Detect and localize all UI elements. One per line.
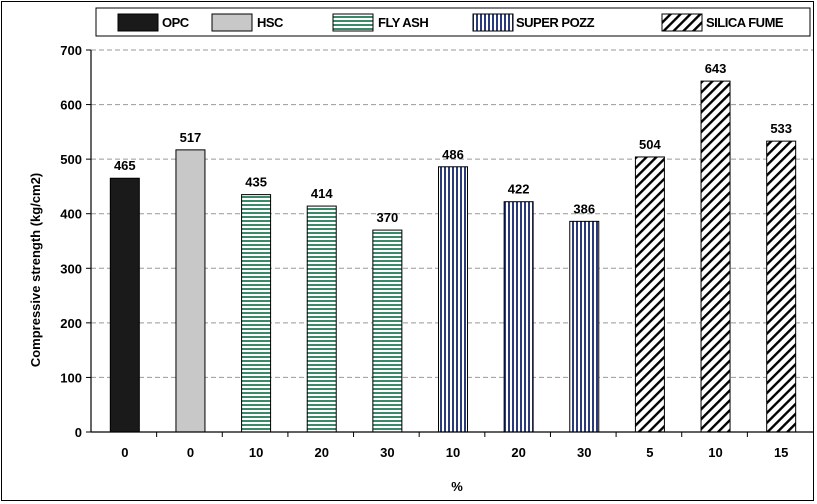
bar <box>700 80 731 433</box>
y-axis-label: Compressive strength (kg/cm2) <box>28 173 43 367</box>
y-axis-ticks: 0 100 200 300 400 500 600 700 <box>60 43 82 440</box>
data-label: 435 <box>245 175 267 190</box>
legend-label-super-pozz: SUPER POZZ <box>516 15 595 30</box>
data-label: 414 <box>311 186 333 201</box>
data-label: 486 <box>442 147 464 162</box>
gridlines <box>91 49 813 378</box>
legend-label-hsc: HSC <box>257 15 284 30</box>
legend-label-fly-ash: FLY ASH <box>378 15 428 30</box>
x-tick-label: 15 <box>774 445 788 460</box>
bar <box>175 149 206 433</box>
x-tick-label: 0 <box>121 445 128 460</box>
y-tick-label: 600 <box>60 98 82 113</box>
bars <box>109 80 797 433</box>
legend-item-silica-fume: SILICA FUME <box>661 13 784 32</box>
y-tick-label: 700 <box>60 43 82 58</box>
data-label: 504 <box>639 137 661 152</box>
bar <box>766 140 797 433</box>
x-tick-label: 0 <box>187 445 194 460</box>
data-label: 643 <box>705 61 727 76</box>
y-tick-label: 100 <box>60 370 82 385</box>
legend-label-opc: OPC <box>162 15 190 30</box>
data-label: 422 <box>508 182 530 197</box>
data-label: 517 <box>180 130 202 145</box>
legend-box <box>95 7 811 37</box>
bar <box>241 194 272 433</box>
data-label: 465 <box>114 158 136 173</box>
x-tick-label: 10 <box>249 445 263 460</box>
x-axis-label: % <box>451 479 463 494</box>
x-tick-label: 30 <box>380 445 394 460</box>
legend-swatch-super-pozz <box>472 13 514 32</box>
x-tick-label: 5 <box>646 445 653 460</box>
legend-swatch-silica-fume <box>661 13 703 32</box>
bar <box>306 205 337 433</box>
bar <box>503 201 534 433</box>
data-label: 370 <box>377 210 399 225</box>
legend-swatch-hsc <box>211 13 253 32</box>
x-tick-label: 20 <box>511 445 525 460</box>
bar <box>634 156 665 433</box>
bar <box>438 166 468 433</box>
legend-item-hsc: HSC <box>211 13 285 32</box>
x-tick-label: 20 <box>314 445 328 460</box>
legend-item-super-pozz: SUPER POZZ <box>472 13 595 32</box>
bar <box>569 220 600 433</box>
x-tick-label: 10 <box>708 445 722 460</box>
bar <box>109 177 140 433</box>
x-axis-ticks: 0 0 10 20 30 10 20 30 5 10 15 <box>121 445 788 460</box>
y-tick-label: 400 <box>60 207 82 222</box>
legend-item-opc: OPC <box>117 13 190 32</box>
data-label: 386 <box>573 201 595 216</box>
legend-swatch-fly-ash <box>332 13 374 32</box>
legend-swatch-opc <box>117 13 159 32</box>
data-labels: 465 517 435 414 370 486 422 386 504 643 533 <box>114 61 792 225</box>
y-tick-label: 0 <box>75 425 82 440</box>
y-tick-label: 200 <box>60 316 82 331</box>
legend: OPC HSC FLY ASH SUPER POZZ SILICA FUME <box>95 7 811 37</box>
y-tick-label: 500 <box>60 152 82 167</box>
bar <box>372 229 403 433</box>
x-tick-label: 10 <box>446 445 460 460</box>
legend-item-fly-ash: FLY ASH <box>332 13 429 32</box>
axes <box>86 49 813 437</box>
legend-label-silica-fume: SILICA FUME <box>706 15 784 30</box>
x-tick-label: 30 <box>577 445 591 460</box>
y-tick-label: 300 <box>60 261 82 276</box>
data-label: 533 <box>770 121 792 136</box>
